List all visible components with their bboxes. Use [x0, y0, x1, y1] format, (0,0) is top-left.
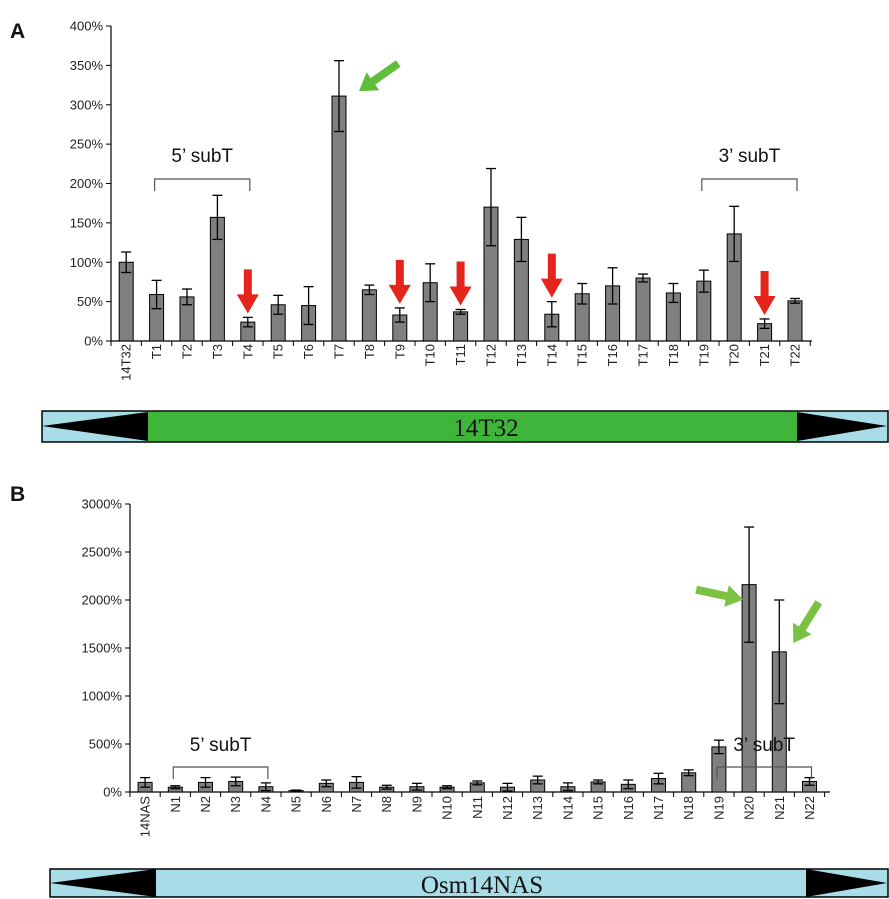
bracket-label-5-subt: 5’ subT	[190, 735, 252, 756]
bar-T17	[635, 277, 651, 342]
gene-bar-b-right-terminus	[806, 869, 887, 897]
x-tick-label-T21: T21	[757, 344, 772, 366]
red-arrow-T9	[388, 259, 411, 304]
x-tick-label-N1: N1	[168, 796, 183, 813]
x-tick-label-N17: N17	[651, 796, 666, 820]
x-tick-label-N16: N16	[621, 796, 636, 820]
bracket-3-subt	[701, 178, 798, 191]
green-arrow-N21	[793, 600, 823, 643]
x-tick-label-T14: T14	[544, 344, 559, 366]
bracket-3-subt	[716, 766, 813, 779]
chart-panel-b: 14NAS N1 N2 N3 N4 N5 N6 N7 N8 N9 N10 N11 N12 N13 N14 N1…	[49, 497, 889, 899]
gene-bar-b: Osm14NAS	[49, 868, 889, 899]
x-tick-label-N20: N20	[742, 796, 757, 820]
x-tick-label-T20: T20	[727, 344, 742, 366]
y-tick-label-b: 2000%	[82, 593, 123, 608]
bar-14T32	[118, 261, 134, 342]
panel-letter-b: B	[10, 483, 25, 506]
gene-bar-a-left-terminus	[42, 412, 148, 441]
x-tick-label-N13: N13	[530, 796, 545, 820]
bracket-5-subt	[172, 766, 269, 779]
gene-bar-b-label: Osm14NAS	[421, 872, 543, 899]
red-arrow-T11	[449, 261, 472, 306]
x-tick-label-T6: T6	[301, 344, 316, 359]
bar-T11	[453, 311, 469, 342]
panel-letter-a: A	[10, 20, 25, 43]
bar-T8	[361, 289, 377, 342]
y-tick-label-b: 0%	[103, 785, 122, 800]
x-tick-label-T3: T3	[210, 344, 225, 359]
y-tick-label-a: 150%	[70, 215, 104, 230]
x-tick-label-T9: T9	[392, 344, 407, 359]
bar-T7	[331, 95, 347, 342]
x-tick-label-14NAS: 14NAS	[138, 796, 153, 838]
x-tick-label-T19: T19	[696, 344, 711, 366]
gene-bar-a: 14T32	[41, 410, 889, 443]
x-tick-label-N12: N12	[500, 796, 515, 820]
y-tick-label-b: 3000%	[82, 497, 123, 512]
x-tick-label-N19: N19	[711, 796, 726, 820]
x-tick-label-N11: N11	[470, 796, 485, 819]
x-tick-label-N5: N5	[289, 796, 304, 813]
x-tick-label-N21: N21	[772, 796, 787, 820]
gene-bar-a-body	[148, 412, 797, 441]
x-tick-label-T7: T7	[332, 344, 347, 359]
y-tick-label-a: 300%	[70, 97, 104, 112]
y-tick-label-a: 0%	[84, 334, 103, 349]
y-tick-label-a: 400%	[70, 19, 104, 34]
y-tick-label-a: 350%	[70, 58, 104, 73]
y-tick-label-b: 2500%	[82, 545, 123, 560]
x-tick-label-N22: N22	[802, 796, 817, 820]
green-arrow-N20	[695, 585, 744, 607]
bar-T22	[787, 300, 803, 342]
chart-panel-a: 14T32 T1 T2 T3 T4 T5 T6 T7 T8 T9 T10 T11 T12 T13 T14 T1…	[41, 19, 889, 443]
x-tick-label-N7: N7	[349, 796, 364, 813]
red-arrow-T4	[236, 269, 259, 314]
gene-bar-a-right-terminus	[797, 412, 887, 441]
x-tick-label-T8: T8	[362, 344, 377, 359]
y-tick-label-a: 100%	[70, 255, 104, 270]
x-tick-label-N2: N2	[198, 796, 213, 813]
y-tick-label-a: 200%	[70, 176, 104, 191]
y-tick-label-b: 500%	[89, 737, 123, 752]
x-tick-label-N15: N15	[591, 796, 606, 820]
x-tick-label-T10: T10	[423, 344, 438, 366]
bracket-label-3-subt: 3’ subT	[733, 735, 795, 756]
x-tick-label-N4: N4	[258, 796, 273, 813]
y-tick-label-b: 1500%	[82, 641, 123, 656]
red-arrow-T14	[540, 253, 563, 298]
bracket-label-5-subt: 5’ subT	[171, 146, 233, 167]
bracket-label-3-subt: 3’ subT	[719, 146, 781, 167]
x-tick-label-N6: N6	[319, 796, 334, 813]
red-arrow-T21	[753, 270, 776, 315]
x-tick-label-T13: T13	[514, 344, 529, 366]
gene-bar-b-background	[49, 868, 889, 898]
x-tick-label-N9: N9	[409, 796, 424, 813]
x-tick-label-14T32: 14T32	[119, 344, 134, 381]
x-tick-label-N14: N14	[560, 796, 575, 820]
x-tick-label-T1: T1	[149, 344, 164, 359]
y-tick-label-a: 50%	[77, 294, 103, 309]
x-tick-label-N8: N8	[379, 796, 394, 813]
x-tick-label-T18: T18	[666, 344, 681, 366]
x-tick-label-T17: T17	[636, 344, 651, 366]
x-tick-label-T12: T12	[484, 344, 499, 366]
y-tick-label-a: 250%	[70, 137, 104, 152]
x-tick-label-T15: T15	[575, 344, 590, 366]
x-tick-label-N3: N3	[228, 796, 243, 813]
y-tick-label-b: 1000%	[82, 689, 123, 704]
x-tick-label-T11: T11	[453, 344, 468, 365]
x-tick-label-T5: T5	[271, 344, 286, 359]
x-tick-label-T2: T2	[180, 344, 195, 359]
gene-bar-b-left-terminus	[50, 869, 156, 897]
gene-bar-a-label: 14T32	[453, 415, 518, 442]
green-arrow-T7	[359, 60, 401, 92]
x-tick-label-N10: N10	[440, 796, 455, 820]
x-tick-label-T16: T16	[605, 344, 620, 366]
x-tick-label-T22: T22	[788, 344, 803, 366]
x-tick-label-T4: T4	[240, 344, 255, 359]
x-tick-label-N18: N18	[681, 796, 696, 820]
bracket-5-subt	[154, 178, 251, 191]
